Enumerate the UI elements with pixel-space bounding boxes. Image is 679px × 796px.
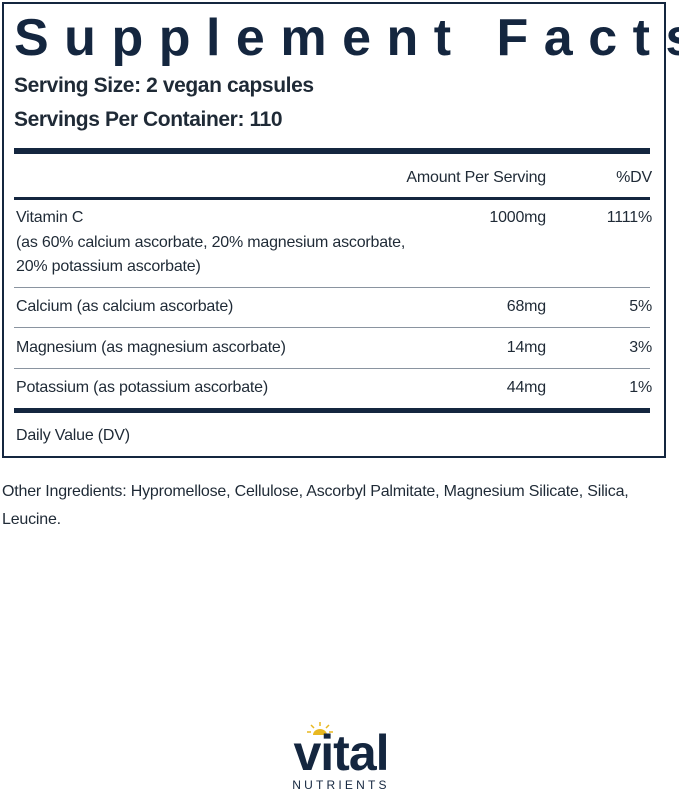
row-divider xyxy=(14,287,650,288)
nutrient-amount: 44mg xyxy=(506,379,546,396)
svg-text:NUTRIENTS: NUTRIENTS xyxy=(292,778,389,791)
nutrient-amount: 14mg xyxy=(506,339,546,356)
vital-nutrients-logo: vital NUTRIENTS xyxy=(276,718,406,792)
nutrient-amount: 68mg xyxy=(506,298,546,315)
nutrient-name: Magnesium (as magnesium ascorbate) xyxy=(16,339,286,356)
dv-header: %DV xyxy=(616,169,652,186)
nutrient-name: Potassium (as potassium ascorbate) xyxy=(16,379,268,396)
nutrient-dv: 1% xyxy=(629,379,652,396)
nutrient-name: Vitamin C xyxy=(16,209,84,226)
sun-icon: vital NUTRIENTS xyxy=(292,722,390,792)
daily-value-footnote: Daily Value (DV) xyxy=(16,427,130,444)
nutrient-name: Calcium (as calcium ascorbate) xyxy=(16,298,234,315)
nutrient-dv: 1111% xyxy=(606,209,652,226)
panel-title: Supplement Facts xyxy=(14,9,679,67)
supplement-facts-panel xyxy=(2,2,666,458)
svg-text:vital: vital xyxy=(293,725,388,781)
amount-header: Amount Per Serving xyxy=(406,169,546,186)
thick-divider xyxy=(14,408,650,413)
row-divider xyxy=(14,368,650,369)
row-divider xyxy=(14,327,650,328)
nutrient-detail: (as 60% calcium ascorbate, 20% magnesium… xyxy=(16,234,406,251)
thick-divider xyxy=(14,148,650,154)
header-divider xyxy=(14,197,650,200)
serving-size: Serving Size: 2 vegan capsules xyxy=(14,74,314,97)
servings-per-container: Servings Per Container: 110 xyxy=(14,108,283,131)
nutrient-detail: 20% potassium ascorbate) xyxy=(16,258,201,275)
nutrient-amount: 1000mg xyxy=(489,209,546,226)
other-ingredients: Other Ingredients: Hypromellose, Cellulo… xyxy=(2,483,629,528)
nutrient-dv: 3% xyxy=(629,339,652,356)
nutrient-dv: 5% xyxy=(629,298,652,315)
